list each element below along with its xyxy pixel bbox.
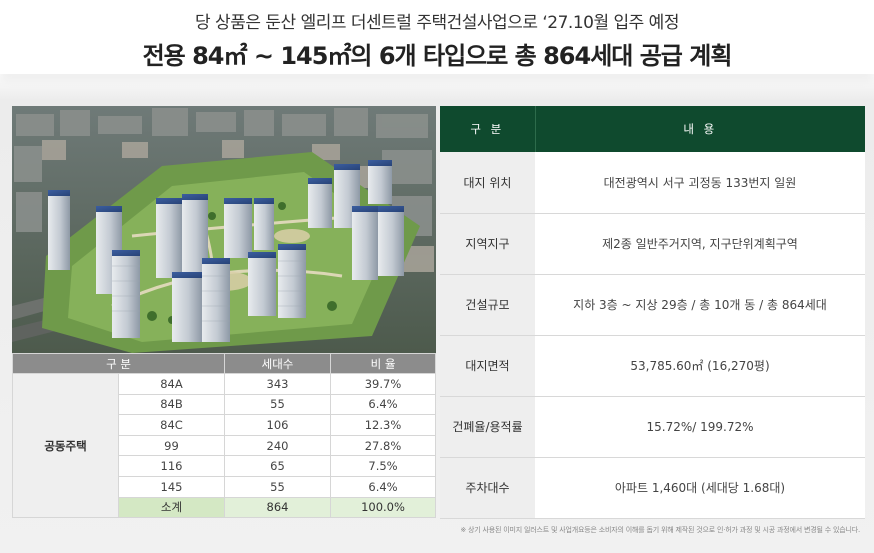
table-row: 건폐율/용적률 15.72%/ 199.72% <box>440 396 865 458</box>
table-row: 대지면적 53,785.60㎡ (16,270평) <box>440 335 865 397</box>
overview-key: 건폐율/용적률 <box>440 396 535 458</box>
disclaimer-footnote: ※ 상기 사용된 이미지 일러스트 및 사업개요등은 소비자의 이해를 돕기 위… <box>460 526 860 534</box>
overview-key: 지역지구 <box>440 213 535 275</box>
unit-type: 145 <box>118 475 225 498</box>
unit-type: 116 <box>118 455 225 477</box>
table-row: 지역지구 제2종 일반주거지역, 지구단위계획구역 <box>440 213 865 275</box>
unit-type: 99 <box>118 434 225 457</box>
overview-value: 53,785.60㎡ (16,270평) <box>535 335 865 397</box>
unit-total-ratio: 100.0% <box>330 496 436 519</box>
overview-value: 대전광역시 서구 괴정동 133번지 일원 <box>535 152 865 214</box>
overview-key: 건설규모 <box>440 274 535 336</box>
unit-total-label: 소계 <box>118 496 225 519</box>
overview-value: 아파트 1,460대 (세대당 1.68대) <box>535 457 865 519</box>
table-row: 대지 위치 대전광역시 서구 괴정동 133번지 일원 <box>440 152 865 214</box>
unit-type: 84C <box>118 414 225 436</box>
overview-value: 제2종 일반주거지역, 지구단위계획구역 <box>535 213 865 275</box>
unit-total-count: 864 <box>224 496 331 519</box>
table-total-row: 소계 864 100.0% <box>13 496 436 519</box>
unit-ratio: 6.4% <box>330 393 436 416</box>
unit-count: 343 <box>224 373 331 395</box>
unit-count: 106 <box>224 414 331 436</box>
unit-type: 84A <box>118 373 225 395</box>
overview-value: 15.72%/ 199.72% <box>535 396 865 458</box>
unit-header-category: 구 분 <box>12 353 225 374</box>
table-row: 공동주택 84A 343 39.7% <box>12 372 436 519</box>
unit-count: 55 <box>224 475 331 498</box>
table-row: 99 240 27.8% <box>13 434 436 457</box>
unit-count: 240 <box>224 434 331 457</box>
unit-category-label: 공동주택 <box>12 372 119 519</box>
unit-count: 55 <box>224 393 331 416</box>
unit-ratio: 6.4% <box>330 475 436 498</box>
table-row: 건설규모 지하 3층 ~ 지상 29층 / 총 10개 동 / 총 864세대 <box>440 274 865 336</box>
table-row: 주차대수 아파트 1,460대 (세대당 1.68대) <box>440 457 865 519</box>
unit-count: 65 <box>224 455 331 477</box>
unit-table-header-row: 구 분 세대수 비 율 <box>12 353 436 374</box>
unit-ratio: 27.8% <box>330 434 436 457</box>
overview-value: 지하 3층 ~ 지상 29층 / 총 10개 동 / 총 864세대 <box>535 274 865 336</box>
header-title: 전용 84㎡ ~ 145㎡의 6개 타입으로 총 864세대 공급 계획 <box>142 42 733 70</box>
unit-header-ratio: 비 율 <box>330 353 436 374</box>
unit-type: 84B <box>118 393 225 416</box>
project-overview-table: 구 분 내 용 대지 위치 대전광역시 서구 괴정동 133번지 일원 지역지구… <box>440 106 865 519</box>
overview-header-key: 구 분 <box>440 106 536 152</box>
unit-header-count: 세대수 <box>224 353 331 374</box>
unit-ratio: 39.7% <box>330 373 436 395</box>
complex-aerial-rendering <box>12 106 436 353</box>
unit-ratio: 7.5% <box>330 455 436 477</box>
overview-header-row: 구 분 내 용 <box>440 106 865 152</box>
overview-key: 대지면적 <box>440 335 535 397</box>
page-header: 당 상품은 둔산 엘리프 더센트럴 주택건설사업으로 ‘27.10월 입주 예정… <box>0 0 874 74</box>
unit-mix-table: 구 분 세대수 비 율 공동주택 84A 343 39.7% 84B 55 6.… <box>12 353 436 519</box>
aerial-rendering-illustration <box>12 106 436 353</box>
overview-key: 주차대수 <box>440 457 535 519</box>
overview-header-value: 내 용 <box>535 106 865 152</box>
header-subtitle: 당 상품은 둔산 엘리프 더센트럴 주택건설사업으로 ‘27.10월 입주 예정 <box>195 13 679 33</box>
table-row: 84B 55 6.4% <box>13 393 436 416</box>
overview-key: 대지 위치 <box>440 152 535 214</box>
left-panel: 구 분 세대수 비 율 공동주택 84A 343 39.7% 84B 55 6.… <box>12 106 436 519</box>
table-row: 145 55 6.4% <box>13 475 436 498</box>
unit-ratio: 12.3% <box>330 414 436 436</box>
